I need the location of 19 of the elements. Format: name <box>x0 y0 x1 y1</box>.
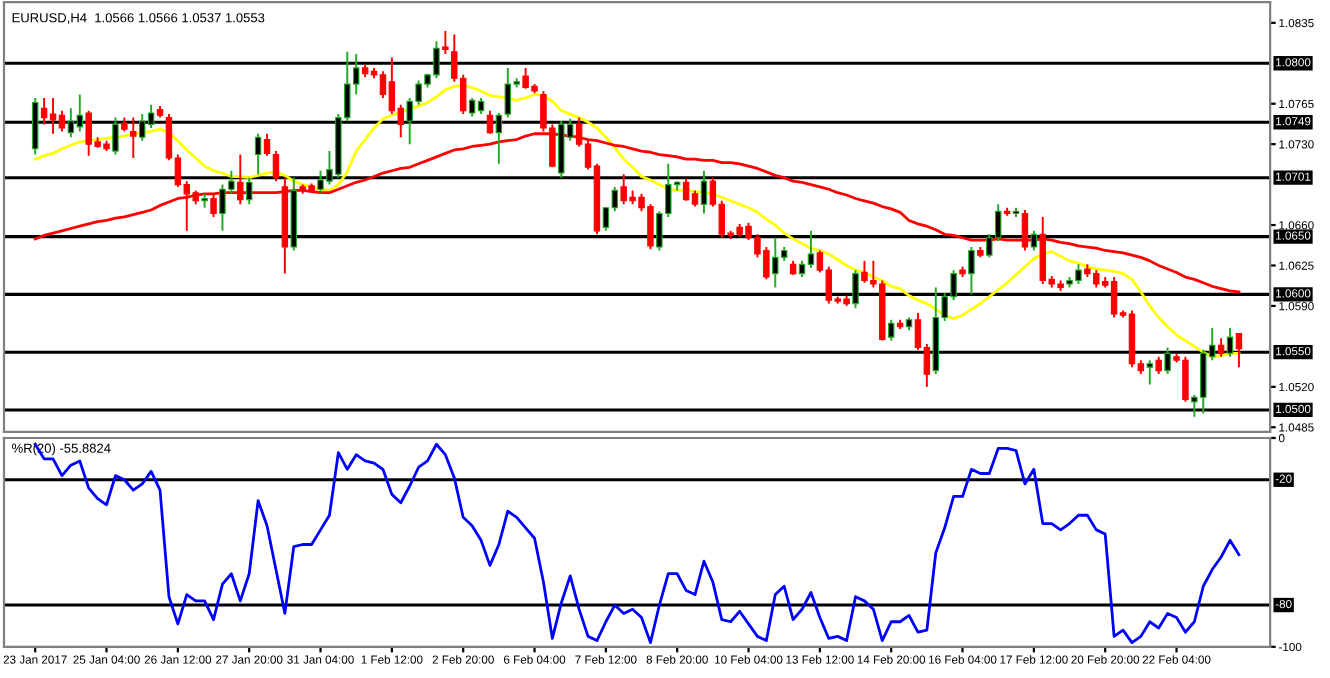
candlestick <box>1110 276 1118 319</box>
candlestick <box>1217 337 1225 358</box>
candlestick <box>682 177 690 202</box>
candlestick <box>1235 332 1243 369</box>
candlestick <box>40 96 48 126</box>
candlestick <box>49 96 57 135</box>
candlestick <box>272 150 280 183</box>
candlestick <box>887 318 895 342</box>
candlestick <box>1039 215 1047 285</box>
candlestick <box>263 132 271 157</box>
candlestick <box>1021 209 1029 252</box>
candlestick <box>442 29 449 55</box>
candlestick <box>1146 359 1154 386</box>
candlestick <box>210 192 217 218</box>
candlestick <box>486 109 494 135</box>
candlestick <box>58 109 66 133</box>
candlestick <box>237 153 244 206</box>
candlestick <box>130 116 137 159</box>
candlestick <box>468 96 476 118</box>
